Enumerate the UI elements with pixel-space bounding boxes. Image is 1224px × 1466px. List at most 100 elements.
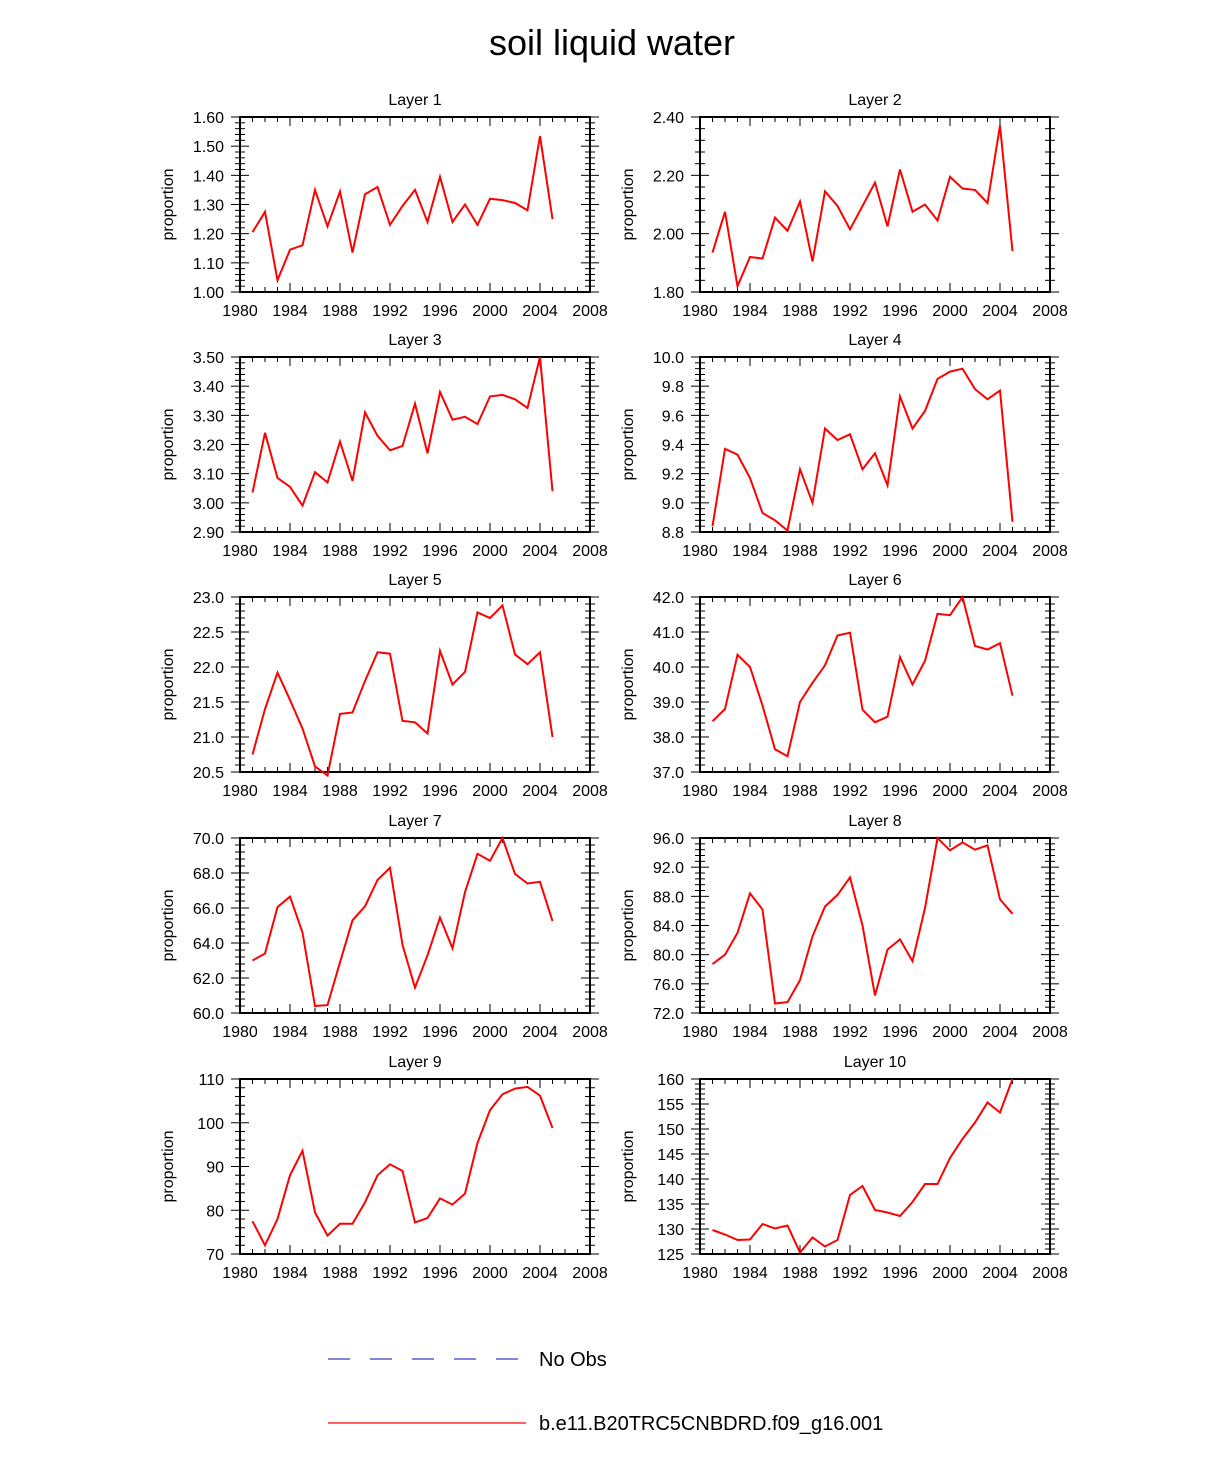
y-tick-label: 1.50: [193, 139, 224, 156]
y-axis-label: proportion: [160, 648, 177, 720]
y-tick-label: 37.0: [653, 765, 684, 782]
y-tick-label: 92.0: [653, 860, 684, 877]
x-tick-label: 2000: [472, 543, 508, 560]
plot-frame: [699, 837, 1051, 1014]
x-tick-label: 1992: [372, 543, 408, 560]
panel-9: Layer 9 proportion 1980 1984 1988 1992 1996 200…: [160, 1054, 608, 1282]
x-tick-label: 2004: [982, 1265, 1018, 1282]
y-tick-label: 1.20: [193, 227, 224, 244]
x-tick-label: 1980: [222, 1265, 258, 1282]
x-tick-label: 1980: [222, 303, 258, 320]
x-tick-label: 1992: [832, 543, 868, 560]
x-tick-label: 1984: [272, 783, 308, 800]
series-line: [711, 835, 1014, 1005]
x-tick-label: 2008: [1032, 1024, 1068, 1041]
panel-title: Layer 8: [848, 813, 901, 830]
x-tick-label: 2004: [982, 1024, 1018, 1041]
x-tick-label: 2000: [932, 1024, 968, 1041]
y-tick-label: 68.0: [193, 866, 224, 883]
x-tick-label: 2008: [572, 543, 608, 560]
plot-frame: [699, 596, 1051, 773]
x-tick-label: 1992: [832, 1265, 868, 1282]
y-tick-label: 60.0: [193, 1006, 224, 1023]
y-tick-label: 9.4: [662, 438, 684, 455]
x-tick-label: 1996: [882, 1265, 918, 1282]
x-tick-label: 1980: [222, 543, 258, 560]
y-tick-label: 72.0: [653, 1006, 684, 1023]
x-tick-label: 1988: [322, 783, 358, 800]
panel-title: Layer 4: [848, 332, 901, 349]
x-tick-label: 1992: [832, 1024, 868, 1041]
x-tick-label: 2000: [472, 1265, 508, 1282]
panel-title: Layer 9: [388, 1054, 441, 1071]
x-tick-label: 1980: [682, 543, 718, 560]
y-tick-label: 90: [206, 1160, 224, 1177]
y-tick-label: 3.30: [193, 408, 224, 425]
x-tick-label: 1996: [882, 1024, 918, 1041]
x-tick-label: 1980: [222, 783, 258, 800]
x-tick-label: 1992: [372, 1265, 408, 1282]
y-tick-label: 22.0: [193, 660, 224, 677]
y-tick-label: 80: [206, 1203, 224, 1220]
series-line: [251, 603, 554, 778]
series-line: [252, 835, 554, 1008]
y-tick-label: 2.40: [653, 110, 684, 127]
y-tick-label: 135: [657, 1197, 684, 1214]
y-tick-label: 3.00: [193, 496, 224, 513]
x-tick-label: 1980: [682, 783, 718, 800]
x-tick-label: 2004: [522, 1024, 558, 1041]
y-axis-label: proportion: [160, 168, 177, 240]
y-tick-label: 70: [206, 1247, 224, 1264]
series-line: [711, 594, 1014, 758]
x-tick-label: 1996: [422, 1265, 458, 1282]
x-tick-label: 1980: [682, 303, 718, 320]
y-tick-label: 70.0: [193, 831, 224, 848]
x-tick-label: 1984: [732, 543, 768, 560]
y-tick-label: 1.40: [193, 168, 224, 185]
x-tick-label: 1996: [422, 303, 458, 320]
x-tick-label: 2004: [982, 303, 1018, 320]
x-tick-label: 1980: [682, 1024, 718, 1041]
y-tick-label: 66.0: [193, 901, 224, 918]
y-tick-label: 150: [657, 1122, 684, 1139]
x-tick-label: 1988: [782, 783, 818, 800]
series-line: [711, 125, 1014, 290]
y-tick-label: 22.5: [193, 625, 224, 642]
x-tick-label: 1996: [882, 543, 918, 560]
x-tick-label: 2000: [932, 543, 968, 560]
legend: No Obs b.e11.B20TRC5CNBDRD.f09_g16.001: [328, 1349, 883, 1435]
x-tick-label: 2000: [932, 1265, 968, 1282]
panel-3: Layer 3 proportion 1980 1984 1988 1992 1996 200…: [160, 332, 608, 560]
panel-1: Layer 1 proportion 1980 1984 1988 1992 1996 200…: [160, 92, 608, 320]
x-tick-label: 2004: [522, 783, 558, 800]
panel-10: Layer 10 proportion 1980 1984 1988 1992 1996 20…: [620, 1054, 1068, 1282]
x-tick-label: 1980: [682, 1265, 718, 1282]
y-tick-label: 41.0: [653, 625, 684, 642]
x-tick-label: 1988: [322, 303, 358, 320]
y-tick-label: 160: [657, 1072, 684, 1089]
x-tick-label: 2008: [572, 303, 608, 320]
y-tick-label: 155: [657, 1097, 684, 1114]
x-tick-label: 1992: [372, 303, 408, 320]
y-tick-label: 3.50: [193, 350, 224, 367]
x-tick-label: 1996: [422, 783, 458, 800]
y-tick-label: 20.5: [193, 765, 224, 782]
x-tick-label: 1984: [272, 543, 308, 560]
y-tick-label: 21.0: [193, 730, 224, 747]
y-tick-label: 130: [657, 1222, 684, 1239]
x-tick-label: 1992: [372, 783, 408, 800]
x-tick-label: 2004: [982, 783, 1018, 800]
panel-title: Layer 6: [848, 572, 901, 589]
y-tick-label: 2.00: [653, 227, 684, 244]
plot-frame: [699, 356, 1051, 533]
panel-7: Layer 7 proportion 1980 1984 1988 1992 1996 200…: [160, 813, 608, 1041]
y-tick-label: 9.0: [662, 496, 684, 513]
x-tick-label: 2008: [1032, 543, 1068, 560]
x-tick-label: 2004: [522, 1265, 558, 1282]
series-line: [711, 367, 1014, 533]
y-tick-label: 62.0: [193, 971, 224, 988]
y-tick-label: 145: [657, 1147, 684, 1164]
panel-5: Layer 5 proportion 1980 1984 1988 1992 1996 200…: [160, 572, 608, 800]
y-tick-label: 42.0: [653, 590, 684, 607]
